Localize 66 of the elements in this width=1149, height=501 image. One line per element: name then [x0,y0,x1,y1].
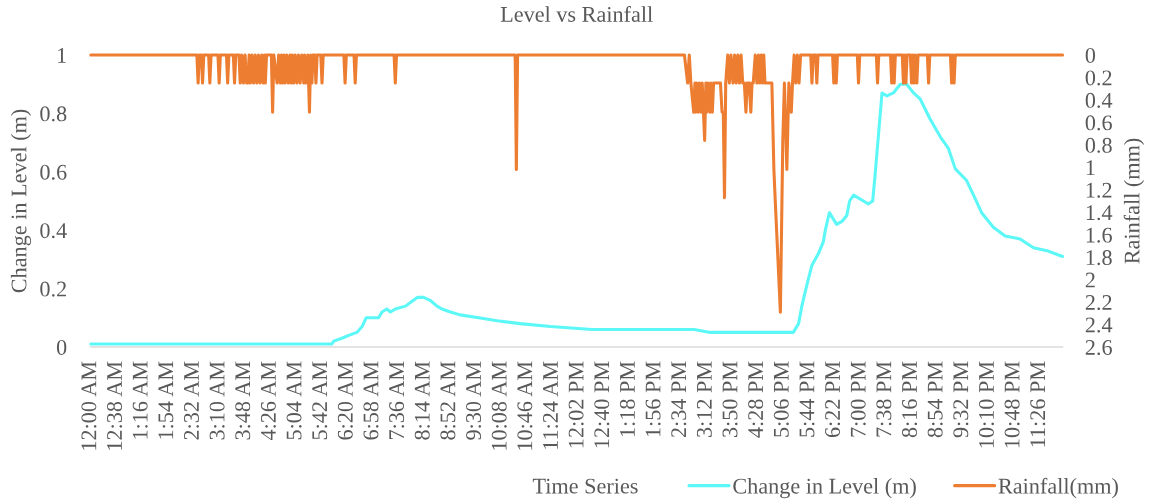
x-tick-label: 2:34 PM [671,361,687,438]
y2-tick-label: 2.2 [1085,295,1112,311]
x-tick-label: 8:54 PM [927,361,943,438]
x-tick-label: 1:56 PM [645,361,661,437]
x-tick-label: 6:22 PM [825,361,841,438]
y2-tick-label: 2 [1085,272,1095,288]
y-tick-label: 0.4 [40,223,67,239]
x-tick-label: 7:38 PM [876,361,892,437]
line-series [89,82,1065,346]
x-tick-label: 6:58 AM [363,361,379,440]
y-tick-label: 0.2 [40,281,66,297]
x-tick-label: 10:48 PM [1004,361,1020,448]
x-tick-label: 12:02 PM [568,361,584,448]
x-tick-label: 5:04 AM [286,361,302,440]
y2-axis-title: Rainfall (mm) [1123,138,1145,264]
x-tick-label: 10:10 PM [978,361,995,448]
y-tick-label: 0.6 [40,164,67,180]
x-tick-label: 9:30 AM [466,361,482,440]
x-tick-label: 1:54 AM [158,361,174,439]
x-tick-label: 11:24 AM [543,361,559,449]
legend-label: Change in Level (m) [733,478,916,499]
legend-label: Rainfall(mm) [998,477,1118,499]
x-tick-label: 12:38 AM [107,361,123,450]
y2-tick-label: 0.6 [1085,115,1112,131]
y2-tick-label: 1.8 [1086,250,1112,266]
y2-tick-label: 0.8 [1085,137,1112,153]
y2-tick-label: 1.2 [1086,182,1112,198]
x-tick-label: 10:08 AM [491,361,507,450]
x-tick-label: 5:42 AM [312,361,328,440]
x-tick-label: 8:52 AM [440,361,456,440]
y2-tick-label: 1 [1086,160,1095,176]
y2-tick-label: 2.6 [1085,339,1112,356]
y2-tick-label: 0 [1085,47,1096,63]
y2-tick-label: 0.4 [1085,92,1113,108]
x-tick-label: 8:16 PM [902,361,918,438]
x-tick-label: 3:50 PM [722,361,738,438]
x-tick-label: 3:10 AM [209,361,225,440]
x-tick-label: 3:12 PM [696,361,712,438]
line-series [89,53,1065,314]
x-tick-label: 8:14 AM [414,361,430,440]
y2-tick-label: 2.4 [1085,317,1113,333]
x-tick-label: 1:16 AM [132,361,148,439]
x-tick-label: 12:00 AM [81,361,97,450]
y2-tick-label: 0.2 [1085,70,1112,86]
y-tick-label: 0 [56,339,67,355]
x-tick-label: 3:48 AM [235,361,251,440]
chart-title: Level vs Rainfall [500,6,653,22]
x-tick-label: 10:46 AM [517,361,533,450]
x-tick-label: 4:28 PM [748,361,764,438]
x-tick-label: 5:44 PM [799,361,815,437]
x-tick-label: 1:18 PM [619,361,635,437]
x-tick-label: 7:00 PM [850,361,866,437]
y-tick-label: 0.8 [40,106,67,122]
x-tick-label: 7:36 AM [389,361,405,440]
y-tick-label: 1 [58,48,66,63]
x-tick-label: 9:32 PM [953,361,969,438]
y2-tick-label: 1.6 [1086,227,1112,243]
y2-tick-label: 1.4 [1086,205,1113,221]
x-tick-label: 5:06 PM [773,361,789,437]
x-tick-label: 2:32 AM [184,361,200,440]
y-axis-title: Change in Level (m) [10,109,32,293]
x-tick-label: 12:40 PM [594,361,610,448]
x-tick-label: 6:20 AM [337,361,353,440]
x-axis-title: Time Series [532,478,638,494]
x-tick-label: 11:26 PM [1030,361,1046,447]
x-tick-label: 4:26 AM [260,361,276,441]
